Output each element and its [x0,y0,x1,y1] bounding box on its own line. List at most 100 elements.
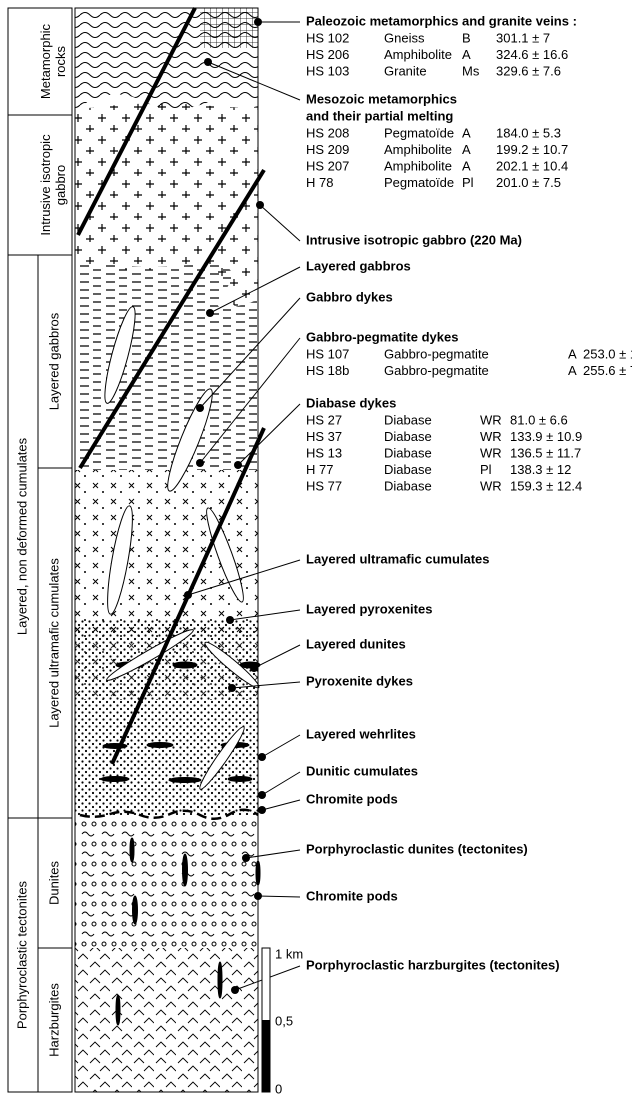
sample-cell: 159.3 ± 12.4 [510,478,582,493]
sample-cell: 253.0 ± 13.8 [583,346,632,361]
scale-label: 1 km [275,946,303,961]
annotation-title: Layered gabbros [306,258,411,273]
annotation-title: Gabbro dykes [306,289,393,304]
leader-dot [196,404,204,412]
column-label: Metamorphicrocks [38,23,68,99]
sample-cell: WR [480,429,502,444]
sample-cell: HS 208 [306,125,349,140]
sample-cell: Diabase [384,412,432,427]
sample-cell: HS 103 [306,63,349,78]
sample-cell: A [462,125,471,140]
sample-cell: WR [480,478,502,493]
annotation-title: Layered pyroxenites [306,601,432,616]
sample-cell: A [462,47,471,62]
sample-cell: HS 77 [306,478,342,493]
sample-cell: 202.1 ± 10.4 [496,158,568,173]
sample-cell: HS 207 [306,158,349,173]
leader-dot [242,854,250,862]
sample-cell: Amphibolite [384,142,452,157]
annotation-title: and their partial melting [306,108,453,123]
sample-cell: A [462,142,471,157]
annotation-title: Layered dunites [306,636,406,651]
sample-cell: HS 107 [306,346,349,361]
sample-cell: WR [480,412,502,427]
sample-cell: A [568,346,577,361]
sample-cell: HS 13 [306,445,342,460]
sample-cell: 301.1 ± 7 [496,30,550,45]
geologic-column: Metamorphicrocks Intrusive isotropicgabbr… [0,0,632,1097]
annotation-title: Diabase dykes [306,395,396,410]
sample-cell: 133.9 ± 10.9 [510,429,582,444]
leader-dot [258,753,266,761]
annotation-title: Pyroxenite dykes [306,673,413,688]
sample-cell: Gabbro-pegmatite [384,346,489,361]
leader-line [260,205,300,241]
sample-cell: Ms [462,63,480,78]
leader-dot [204,58,212,66]
column-label: Layered, non deformed cumulates [14,437,29,635]
sample-cell: A [462,158,471,173]
sample-cell: Pegmatoïde [384,175,454,190]
sample-cell: HS 206 [306,47,349,62]
sample-cell: H 78 [306,175,333,190]
annotation-title: Chromite pods [306,888,398,903]
annotation-title: Layered ultramafic cumulates [306,551,490,566]
column-label: Layered gabbros [46,312,61,410]
leader-dot [254,18,262,26]
sample-cell: 136.5 ± 11.7 [510,445,581,460]
sample-cell: Pegmatoïde [384,125,454,140]
sample-cell: 201.0 ± 7.5 [496,175,561,190]
sample-cell: Diabase [384,462,432,477]
column-label: Layered ultramafic cumulates [46,558,61,728]
sample-cell: 329.6 ± 7.6 [496,63,561,78]
sample-cell: A [568,363,577,378]
sample-cell: Granite [384,63,427,78]
leader-line [254,645,300,668]
annotation-title: Mesozoic metamorphics [306,91,457,106]
leader-dot [254,892,262,900]
sample-cell: HS 102 [306,30,349,45]
sample-cell: WR [480,445,502,460]
leader-dot [231,986,239,994]
leader-line [262,800,300,810]
sample-cell: B [462,30,471,45]
sample-cell: Gneiss [384,30,425,45]
column-label: Dunites [46,860,61,905]
sample-cell: Diabase [384,445,432,460]
sample-cell: Diabase [384,429,432,444]
sample-cell: HS 209 [306,142,349,157]
annotation-title: Porphyroclastic dunites (tectonites) [306,841,528,856]
sample-cell: Gabbro-pegmatite [384,363,489,378]
leader-dot [226,616,234,624]
sample-cell: Diabase [384,478,432,493]
leader-line [258,896,300,897]
leader-dot [234,461,242,469]
scale-bar [262,948,270,1092]
sample-cell: H 77 [306,462,333,477]
sample-cell: HS 37 [306,429,342,444]
sample-cell: Amphibolite [384,158,452,173]
leader-dot [228,684,236,692]
annotation-title: Chromite pods [306,791,398,806]
annotation-title: Porphyroclastic harzburgites (tectonites… [306,957,560,972]
leader-dot [250,664,258,672]
sample-cell: 138.3 ± 12 [510,462,571,477]
annotation-title: Gabbro-pegmatite dykes [306,329,458,344]
column-label: Intrusive isotropicgabbro [38,134,68,236]
leader-dot [258,806,266,814]
leader-line [262,735,300,757]
annotation-title: Intrusive isotropic gabbro (220 Ma) [306,232,522,247]
sample-cell: HS 18b [306,363,349,378]
sample-cell: HS 27 [306,412,342,427]
annotation-title: Layered wehrlites [306,726,416,741]
sample-cell: Pl [480,462,492,477]
sample-cell: 199.2 ± 10.7 [496,142,568,157]
column-label: Porphyroclastic tectonites [14,880,29,1029]
leader-line [262,772,300,795]
sample-cell: Amphibolite [384,47,452,62]
sample-cell: 324.6 ± 16.6 [496,47,568,62]
annotation-title: Paleozoic metamorphics and granite veins… [306,13,577,28]
leader-dot [184,591,192,599]
sample-cell: 81.0 ± 6.6 [510,412,568,427]
annotation-title: Dunitic cumulates [306,763,418,778]
